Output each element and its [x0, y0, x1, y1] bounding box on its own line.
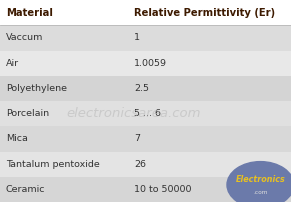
Text: Material: Material — [6, 8, 53, 18]
Text: Vaccum: Vaccum — [6, 33, 43, 42]
Bar — [0, 50, 291, 76]
Circle shape — [227, 162, 291, 202]
Text: Tantalum pentoxide: Tantalum pentoxide — [6, 160, 100, 169]
Text: electronicsarea.com: electronicsarea.com — [67, 107, 201, 120]
Text: .com: .com — [253, 190, 268, 195]
Text: Electronics: Electronics — [236, 175, 285, 184]
Text: Mica: Mica — [6, 134, 28, 143]
Text: 7: 7 — [134, 134, 140, 143]
Text: 1: 1 — [134, 33, 140, 42]
Text: 5 ... 6: 5 ... 6 — [134, 109, 161, 118]
Bar — [0, 76, 291, 101]
Text: Ceramic: Ceramic — [6, 185, 45, 194]
Bar — [0, 126, 291, 152]
Text: 10 to 50000: 10 to 50000 — [134, 185, 191, 194]
Text: Relative Permittivity (Er): Relative Permittivity (Er) — [134, 8, 275, 18]
Text: 2.5: 2.5 — [134, 84, 149, 93]
Bar — [0, 101, 291, 126]
Bar — [0, 25, 291, 50]
Text: Air: Air — [6, 59, 19, 68]
Bar — [0, 0, 291, 25]
Text: 1.0059: 1.0059 — [134, 59, 167, 68]
Text: Porcelain: Porcelain — [6, 109, 49, 118]
Bar — [0, 152, 291, 177]
Text: 26: 26 — [134, 160, 146, 169]
Bar — [0, 177, 291, 202]
Text: Polyethylene: Polyethylene — [6, 84, 67, 93]
